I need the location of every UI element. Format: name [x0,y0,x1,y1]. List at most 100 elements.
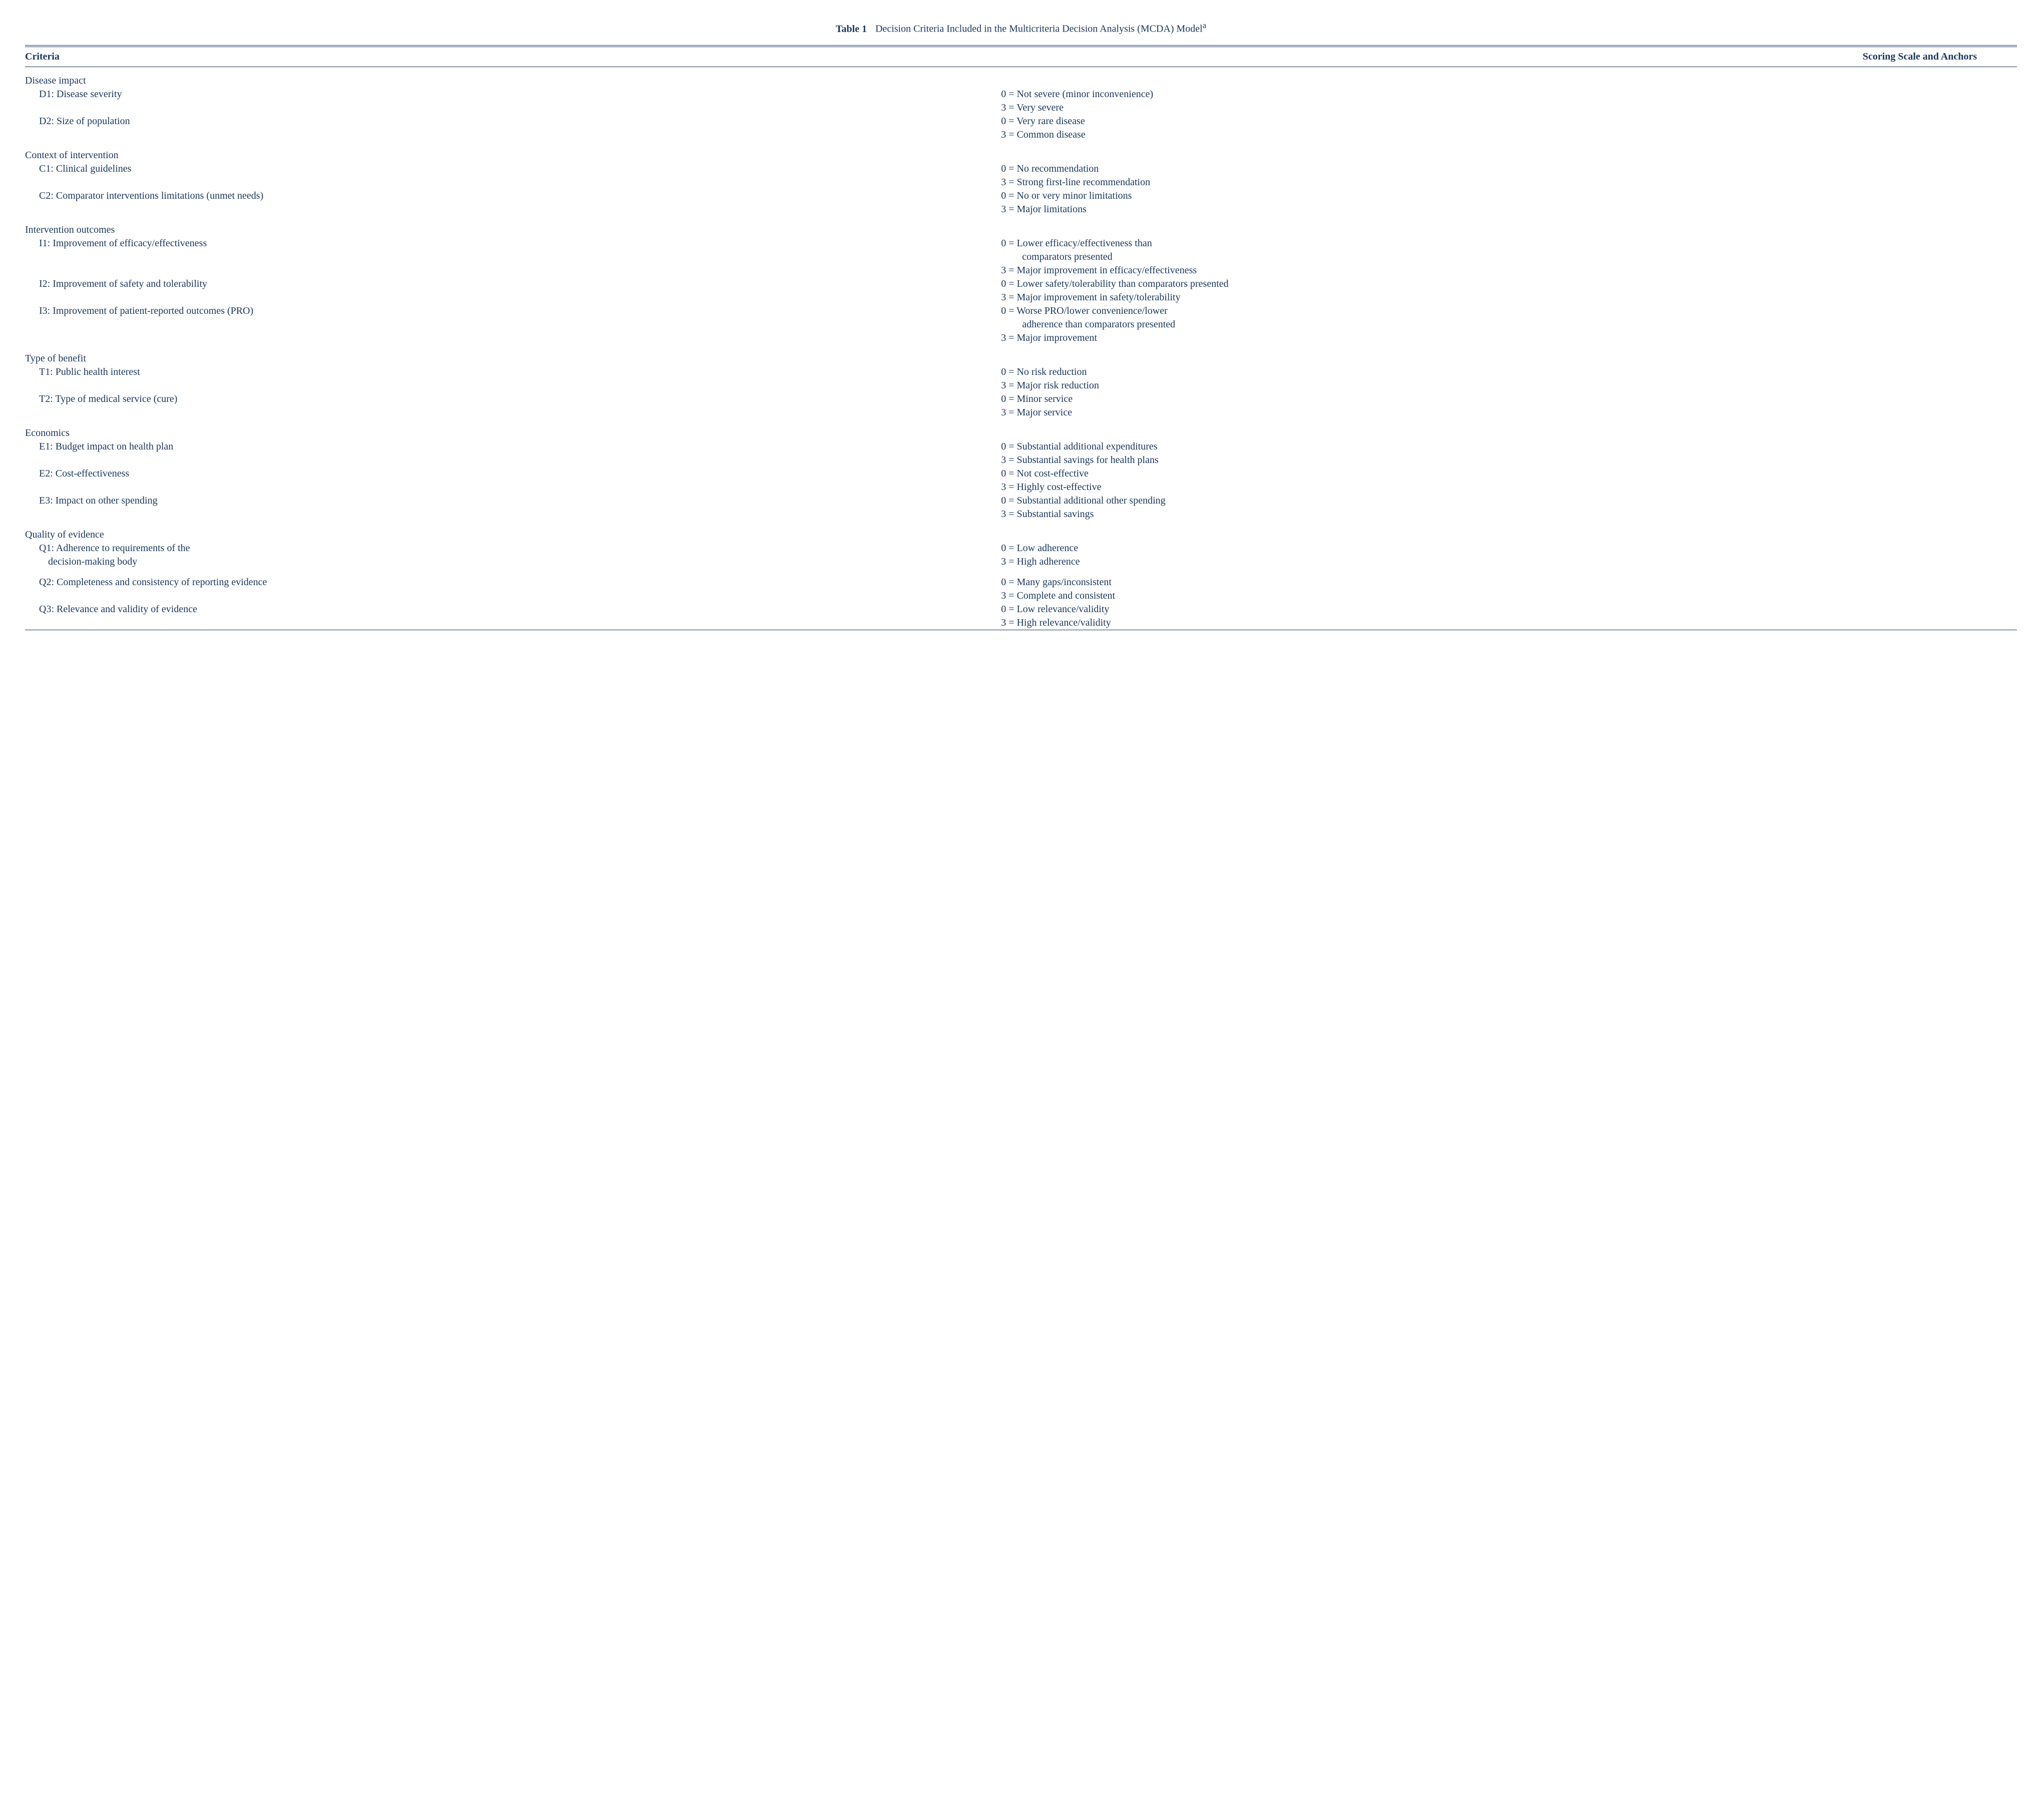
score-cell: 0 = Not severe (minor inconvenience)3 = … [1001,88,2017,115]
criteria-label: I1: Improvement of efficacy/effectivenes… [25,237,1001,250]
criteria-label: E2: Cost-effectiveness [25,467,1001,481]
score-cell: 0 = Many gaps/inconsistent3 = Complete a… [1001,569,2017,603]
score-cell: 0 = No or very minor limitations3 = Majo… [1001,189,2017,216]
score-cell: 0 = Low adherence3 = High adherence [1001,542,2017,569]
criteria-row: D1: Disease severity0 = Not severe (mino… [25,88,2017,115]
score-cell: 0 = Lower safety/tolerability than compa… [1001,277,2017,304]
score-cell: 0 = Lower efficacy/effectiveness thancom… [1001,237,2017,277]
anchor-line: 3 = Substantial savings for health plans [1001,453,2017,467]
anchor-line: 0 = No or very minor limitations [1001,189,2017,203]
criteria-cell: T2: Type of medical service (cure) [25,392,1001,419]
anchor-line: 0 = Not cost-effective [1001,467,2017,481]
criteria-cell: E1: Budget impact on health plan [25,440,1001,467]
table-title: Decision Criteria Included in the Multic… [875,24,1203,35]
anchor-line: 3 = Very severe [1001,101,2017,115]
anchor-line: 0 = No risk reduction [1001,365,2017,379]
anchor-line: 3 = High adherence [1001,555,2017,569]
anchor-line: 0 = Substantial additional other spendin… [1001,494,2017,508]
criteria-table: Criteria Scoring Scale and Anchors [25,47,2017,67]
criteria-label: T1: Public health interest [25,365,1001,379]
criteria-cell: I2: Improvement of safety and tolerabili… [25,277,1001,304]
score-cell: 0 = Low relevance/validity3 = High relev… [1001,603,2017,630]
anchor-line: 0 = Lower efficacy/effectiveness than [1001,237,2017,250]
criteria-label: I3: Improvement of patient-reported outc… [25,304,1001,318]
anchor-line: 0 = No recommendation [1001,162,2017,176]
criteria-label: I2: Improvement of safety and tolerabili… [25,277,1001,291]
anchor-line: 0 = Low adherence [1001,542,2017,555]
criteria-row: I2: Improvement of safety and tolerabili… [25,277,2017,304]
anchor-line: 0 = Low relevance/validity [1001,603,2017,616]
score-cell: 0 = Not cost-effective3 = Highly cost-ef… [1001,467,2017,494]
group-row: Disease impact [25,67,2017,88]
anchor-line: 0 = Minor service [1001,392,2017,406]
criteria-row: Q1: Adherence to requirements of thedeci… [25,542,2017,569]
criteria-cell: E2: Cost-effectiveness [25,467,1001,494]
header-criteria: Criteria [25,47,389,67]
anchor-line: 3 = Major improvement in efficacy/effect… [1001,264,2017,277]
criteria-cell: C1: Clinical guidelines [25,162,1001,189]
score-cell: 0 = Minor service3 = Major service [1001,392,2017,419]
group-name: Disease impact [25,67,2017,88]
criteria-row: C2: Comparator interventions limitations… [25,189,2017,216]
criteria-label: Q3: Relevance and validity of evidence [25,603,1001,616]
anchor-line: 0 = Worse PRO/lower convenience/lower [1001,304,2017,318]
anchor-line: 0 = Not severe (minor inconvenience) [1001,88,2017,101]
criteria-label: E1: Budget impact on health plan [25,440,1001,453]
criteria-row: I3: Improvement of patient-reported outc… [25,304,2017,345]
score-cell: 0 = Substantial additional expenditures3… [1001,440,2017,467]
anchor-line: 3 = Major limitations [1001,203,2017,216]
criteria-row: Q3: Relevance and validity of evidence0 … [25,603,2017,630]
criteria-label: Q1: Adherence to requirements of the [25,542,1001,555]
anchor-line: 3 = Strong first-line recommendation [1001,176,2017,189]
group-row: Intervention outcomes [25,216,2017,237]
anchor-continuation: comparators presented [1001,250,2017,264]
anchor-continuation: adherence than comparators presented [1001,318,2017,331]
anchor-line: 3 = Substantial savings [1001,508,2017,521]
score-cell: 0 = Very rare disease3 = Common disease [1001,115,2017,142]
criteria-row: Q2: Completeness and consistency of repo… [25,569,2017,603]
criteria-row: I1: Improvement of efficacy/effectivenes… [25,237,2017,277]
anchor-line: 3 = Major improvement [1001,331,2017,345]
group-row: Economics [25,419,2017,440]
anchor-line: 0 = Lower safety/tolerability than compa… [1001,277,2017,291]
group-name: Type of benefit [25,345,2017,365]
group-name: Intervention outcomes [25,216,2017,237]
group-row: Context of intervention [25,142,2017,162]
criteria-label: C1: Clinical guidelines [25,162,1001,176]
criteria-row: E1: Budget impact on health plan0 = Subs… [25,440,2017,467]
criteria-label: C2: Comparator interventions limitations… [25,189,1001,203]
criteria-row: T1: Public health interest0 = No risk re… [25,365,2017,392]
score-cell: 0 = Worse PRO/lower convenience/loweradh… [1001,304,2017,345]
anchor-line: 3 = High relevance/validity [1001,616,2017,630]
score-cell: 0 = No risk reduction3 = Major risk redu… [1001,365,2017,392]
table-caption: Table 1 Decision Criteria Included in th… [25,20,2017,36]
criteria-cell: E3: Impact on other spending [25,494,1001,521]
criteria-row: C1: Clinical guidelines0 = No recommenda… [25,162,2017,189]
anchor-line: 0 = Substantial additional expenditures [1001,440,2017,453]
table-label: Table 1 [836,24,867,35]
criteria-cell: Q2: Completeness and consistency of repo… [25,569,1001,603]
criteria-cell: I3: Improvement of patient-reported outc… [25,304,1001,345]
anchor-line: 3 = Highly cost-effective [1001,481,2017,494]
criteria-cell: Q3: Relevance and validity of evidence [25,603,1001,630]
criteria-label-cont: decision-making body [25,555,1001,569]
group-name: Economics [25,419,2017,440]
criteria-cell: D1: Disease severity [25,88,1001,115]
header-scoring: Scoring Scale and Anchors [389,47,2017,67]
criteria-row: T2: Type of medical service (cure)0 = Mi… [25,392,2017,419]
score-cell: 0 = No recommendation3 = Strong first-li… [1001,162,2017,189]
anchor-line: 0 = Very rare disease [1001,115,2017,128]
score-cell: 0 = Substantial additional other spendin… [1001,494,2017,521]
criteria-label: T2: Type of medical service (cure) [25,392,1001,406]
criteria-row: E2: Cost-effectiveness0 = Not cost-effec… [25,467,2017,494]
criteria-body: Disease impactD1: Disease severity0 = No… [25,67,2017,630]
criteria-label: D2: Size of population [25,115,1001,128]
group-row: Quality of evidence [25,521,2017,542]
anchor-line: 3 = Major improvement in safety/tolerabi… [1001,291,2017,304]
criteria-label: E3: Impact on other spending [25,494,1001,508]
table-header-row: Criteria Scoring Scale and Anchors [25,47,2017,67]
anchor-line: 0 = Many gaps/inconsistent [1001,576,2017,589]
group-name: Quality of evidence [25,521,2017,542]
criteria-label: Q2: Completeness and consistency of repo… [25,576,1001,589]
group-row: Type of benefit [25,345,2017,365]
